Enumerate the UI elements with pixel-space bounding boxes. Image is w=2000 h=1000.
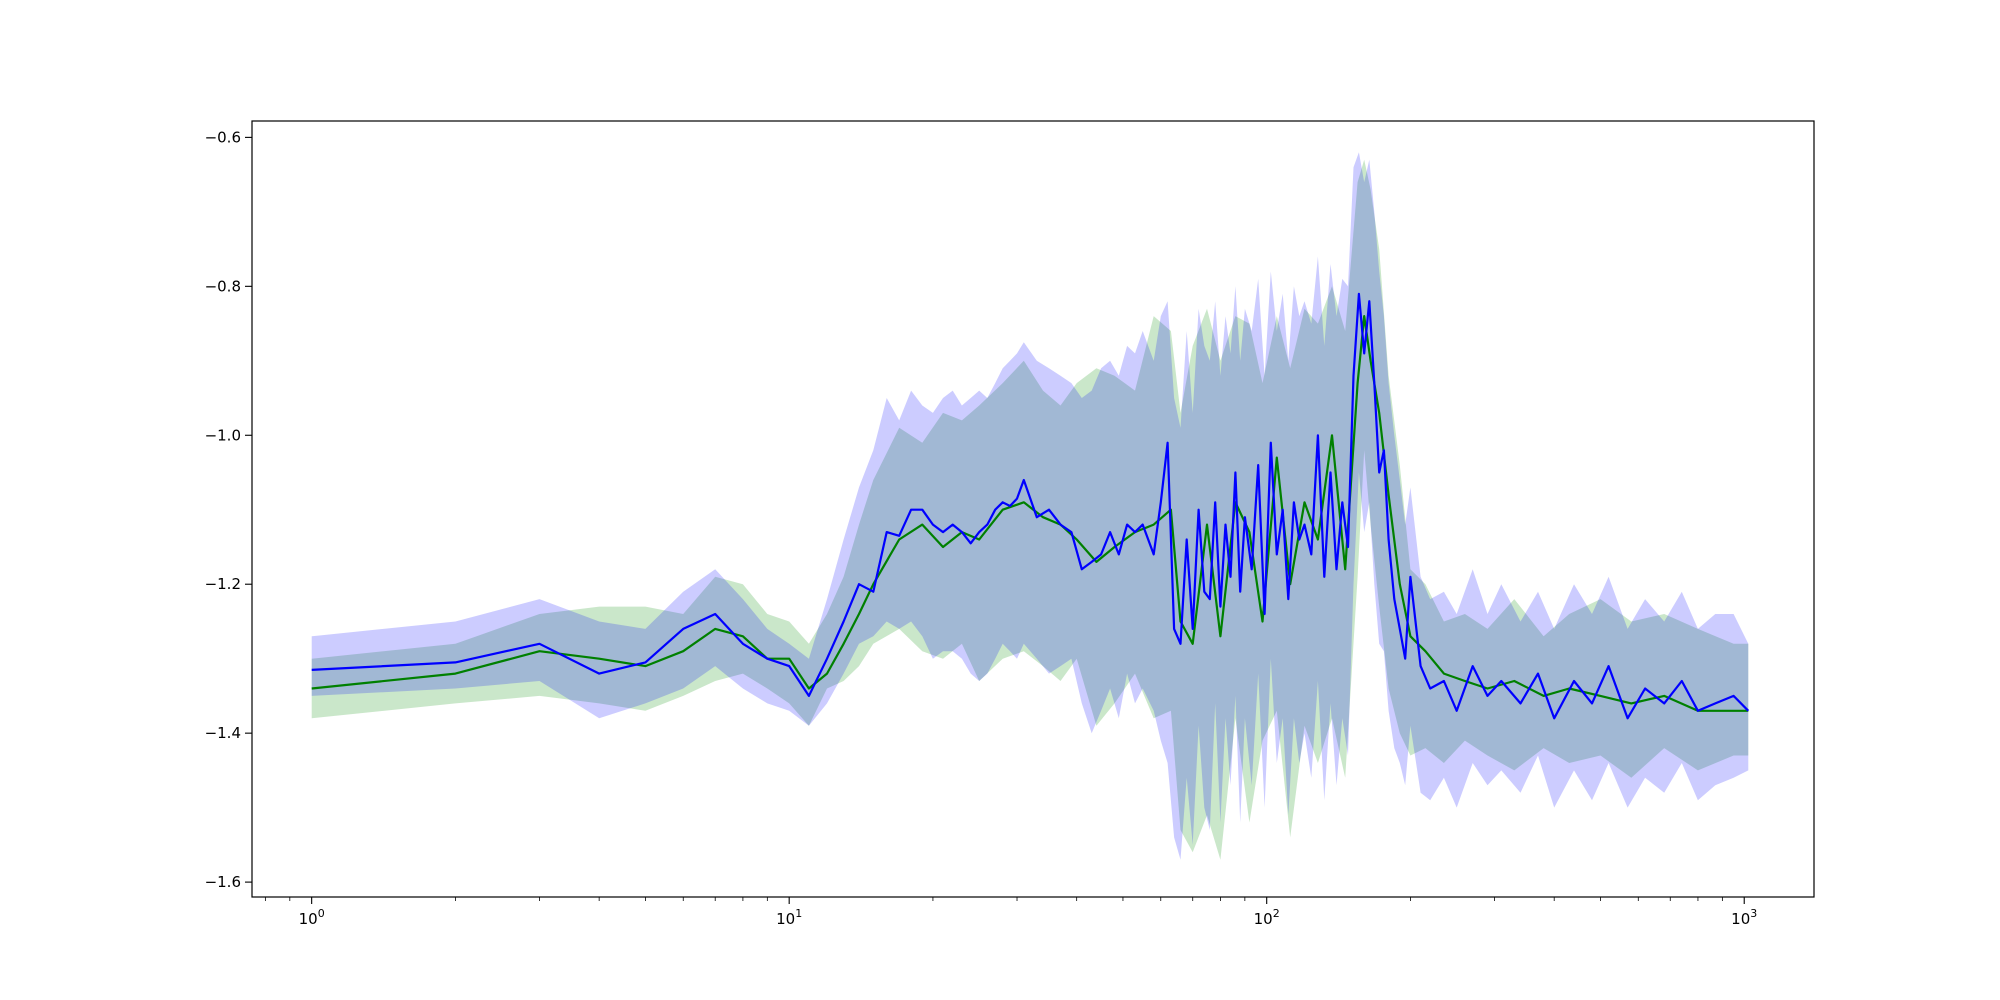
- y-tick-label: −0.8: [205, 277, 241, 295]
- series-1-band: [311, 159, 1749, 860]
- y-axis: −0.6 −0.8 −1.0 −1.2 −1.4 −1.6: [205, 128, 252, 891]
- x-tick-label: 103: [1731, 907, 1757, 928]
- y-tick-label: −0.6: [205, 128, 241, 146]
- y-tick-label: −1.2: [205, 575, 241, 593]
- series-2-line: [311, 292, 1750, 720]
- x-tick-label: 100: [299, 907, 325, 928]
- y-tick-label: −1.4: [205, 724, 241, 742]
- x-tick-label: 102: [1254, 907, 1280, 928]
- y-tick-label: −1.0: [205, 426, 241, 444]
- y-tick-label: −1.6: [205, 873, 241, 891]
- series-lines: [311, 292, 1750, 720]
- x-axis: 100 101 102 103: [264, 897, 1757, 928]
- plot-frame: [251, 120, 1815, 898]
- x-tick-label: 101: [776, 907, 802, 928]
